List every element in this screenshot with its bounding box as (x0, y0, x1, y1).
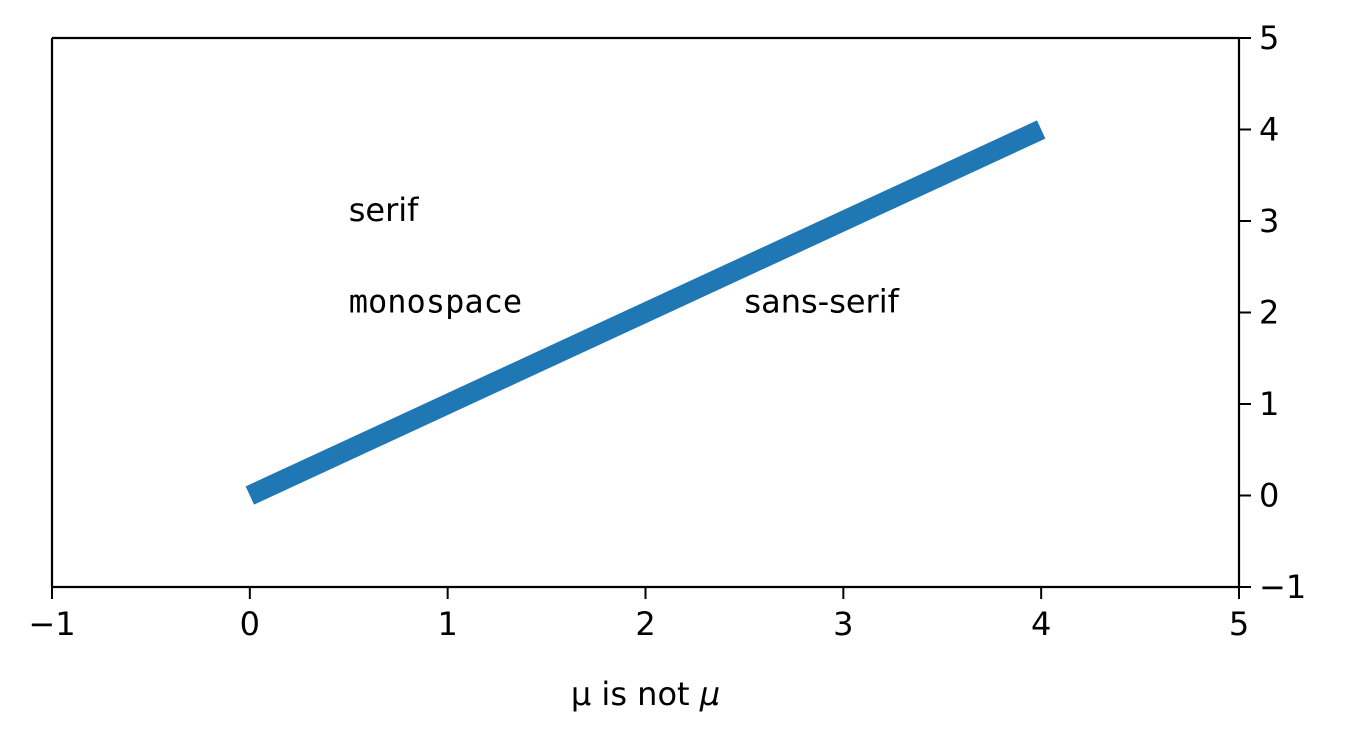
annotation-monospace: monospace (349, 283, 522, 321)
y-tick-label: 0 (1259, 477, 1279, 515)
plot-area (245, 120, 1046, 505)
x-axis-label-group: μ is not μ (571, 675, 720, 713)
series-line-0 (245, 120, 1046, 505)
y-tick-label: 4 (1259, 111, 1279, 149)
y-tick-label: 1 (1259, 385, 1279, 423)
x-axis-label-math: μ (699, 675, 720, 713)
axes: −1 0 1 2 3 4 5 −1 0 1 2 3 4 5 (28, 19, 1306, 643)
annotation-serif: serif (349, 191, 419, 229)
x-axis-label: μ is not μ (571, 675, 720, 713)
y-tick-label: 5 (1259, 19, 1279, 57)
x-tick-label: 4 (1031, 605, 1051, 643)
annotation-sans-serif: sans-serif (744, 283, 899, 321)
x-tick-label: −1 (28, 605, 75, 643)
annotations: serif monospace sans-serif (349, 191, 900, 321)
y-tick-label: 2 (1259, 294, 1279, 332)
x-tick-label: 5 (1229, 605, 1249, 643)
x-tick-label: 0 (240, 605, 260, 643)
y-tick-label: 3 (1259, 202, 1279, 240)
y-tick-label: −1 (1259, 568, 1306, 606)
x-tick-label: 1 (437, 605, 457, 643)
x-axis-label-plain: μ is not (571, 675, 700, 713)
x-tick-label: 2 (635, 605, 655, 643)
x-tick-label: 3 (833, 605, 853, 643)
